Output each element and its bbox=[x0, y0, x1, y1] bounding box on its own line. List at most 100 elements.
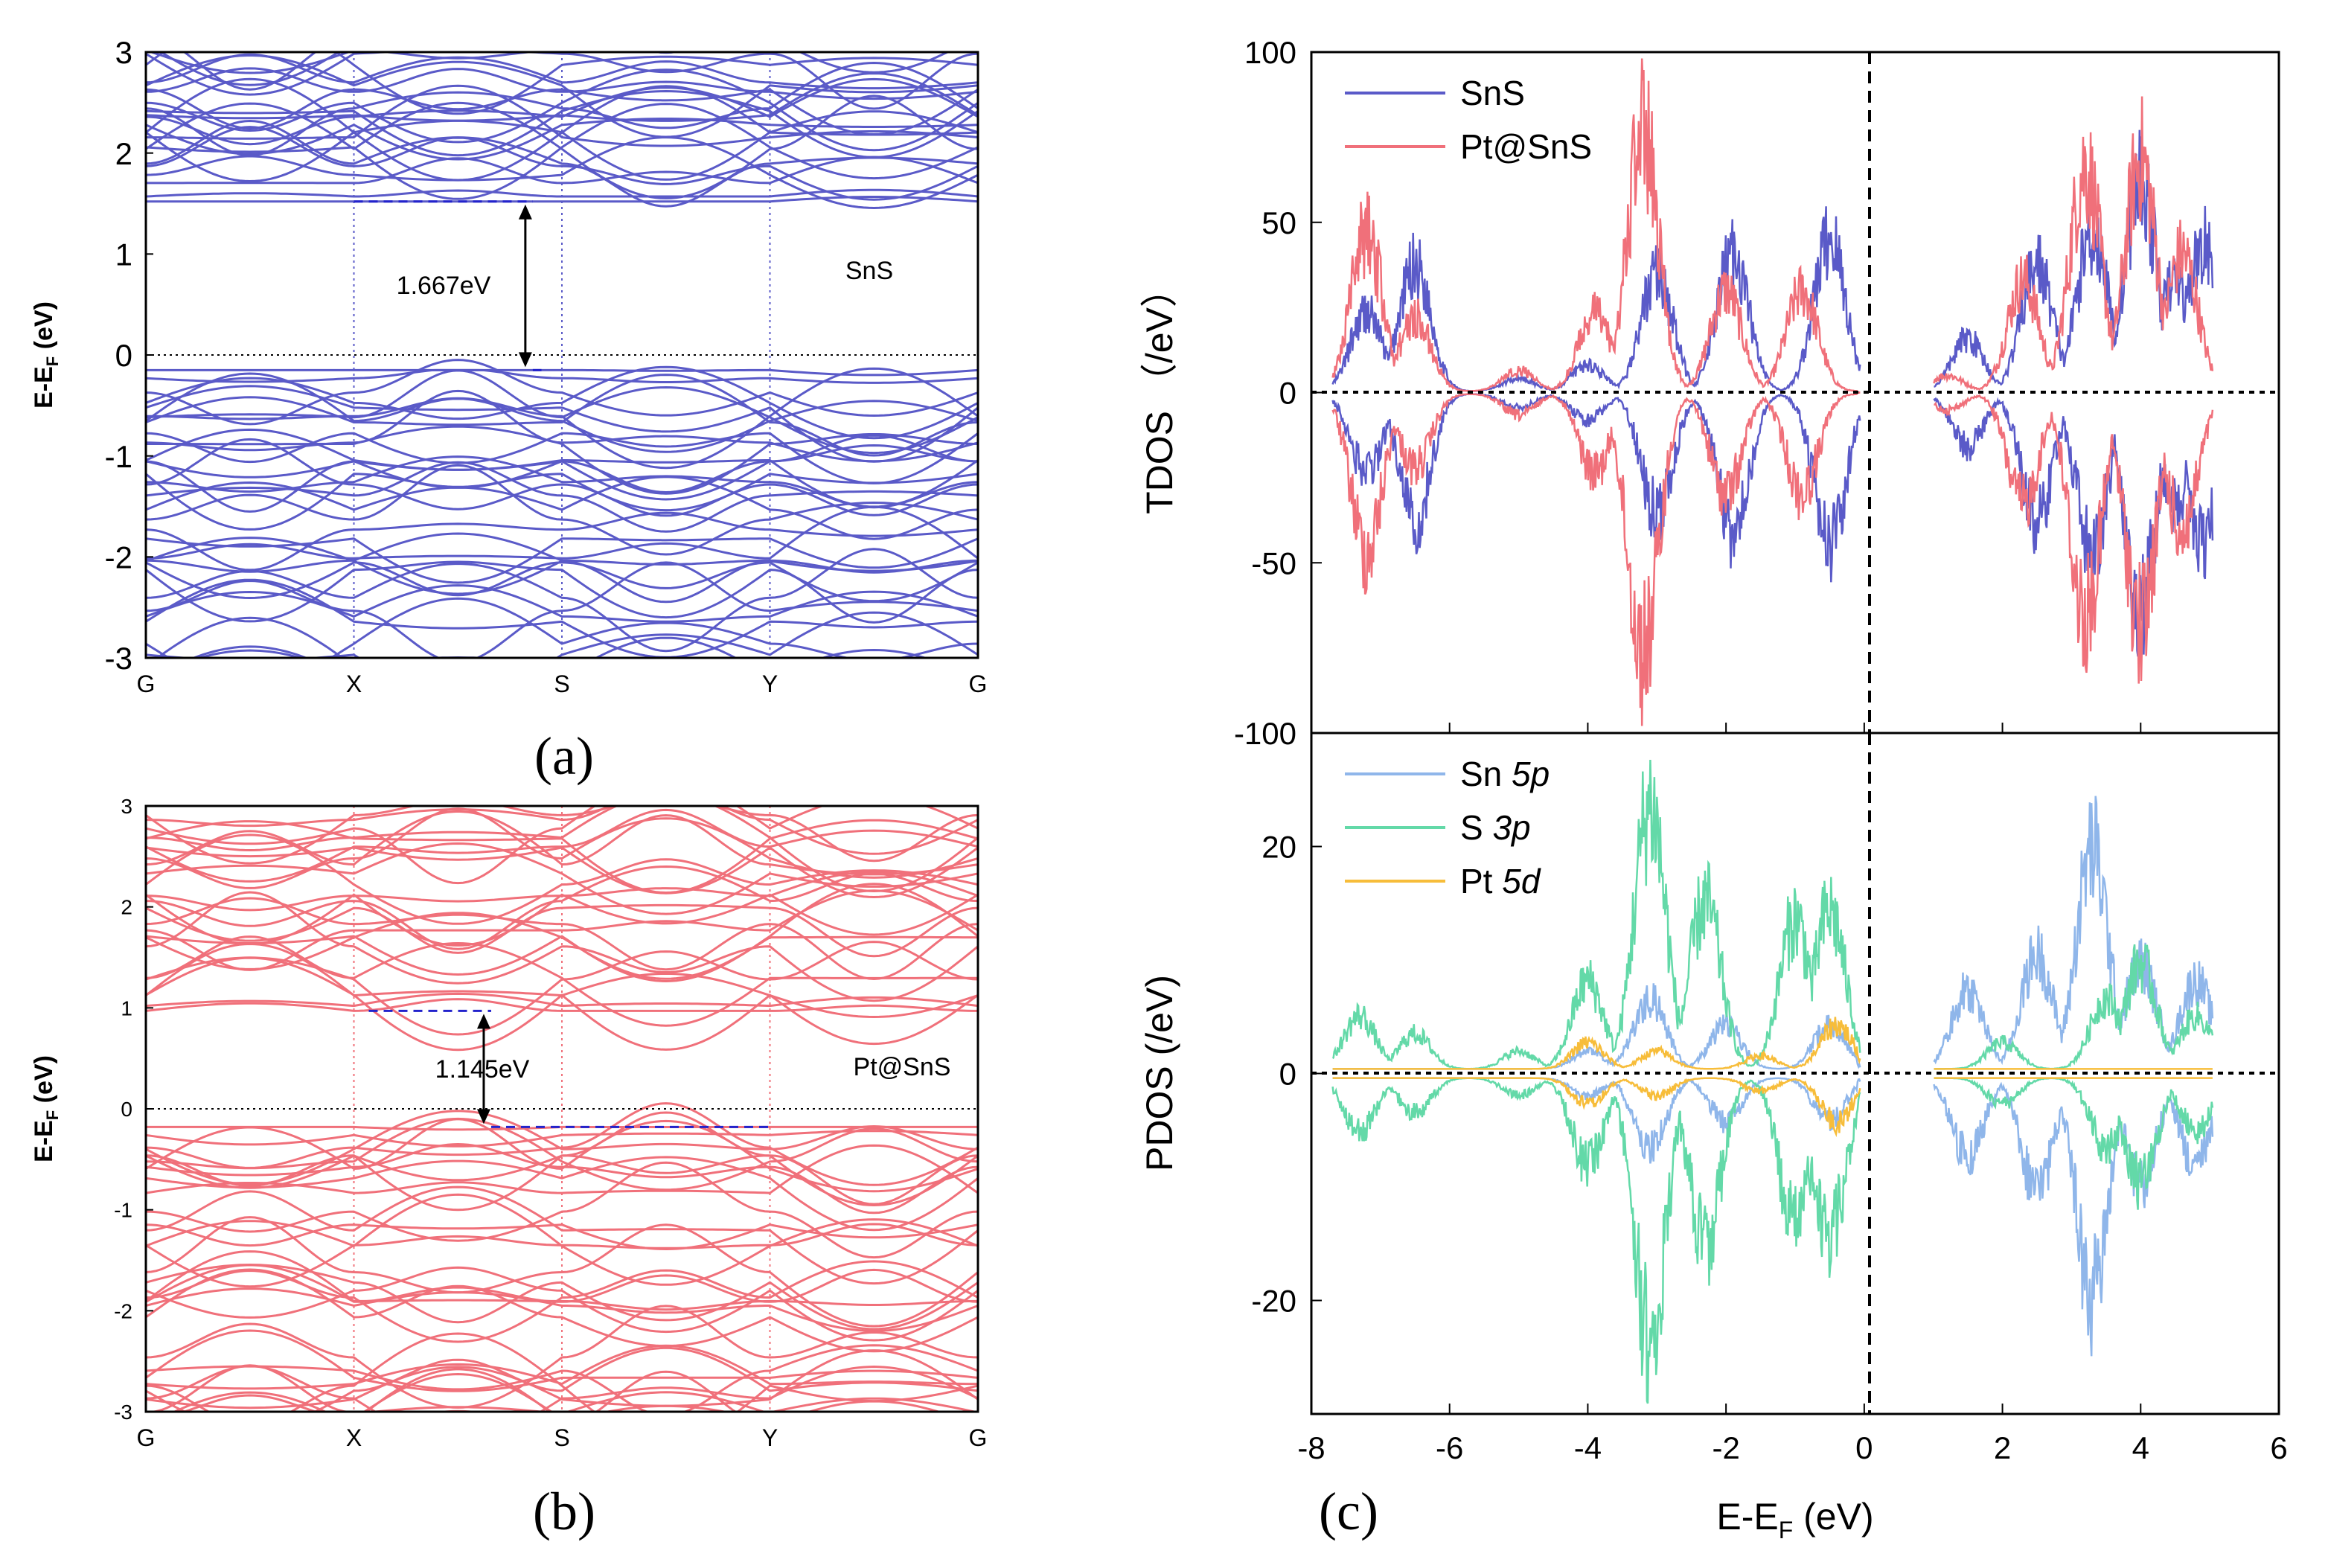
panel-label-a: (a) bbox=[534, 726, 594, 786]
band-curve bbox=[146, 1268, 978, 1353]
band-curve bbox=[146, 548, 978, 653]
legend-label: SnS bbox=[1460, 74, 1525, 112]
band-curve bbox=[159, 52, 341, 86]
y-tick-label: 3 bbox=[115, 35, 132, 70]
band-curve bbox=[146, 68, 978, 152]
material-label: Pt@SnS bbox=[854, 1053, 951, 1081]
band-curve bbox=[146, 1193, 978, 1286]
k-point-label: G bbox=[969, 1424, 988, 1451]
y-axis-label: E-EF (eV) bbox=[30, 1055, 62, 1162]
band-curve bbox=[146, 998, 978, 1012]
dos-curve bbox=[1331, 129, 2214, 392]
band-curve bbox=[146, 1344, 978, 1412]
dos-curve bbox=[1331, 759, 2214, 1070]
band-curve bbox=[146, 865, 978, 950]
band-curve bbox=[146, 1118, 978, 1193]
band-curve bbox=[146, 893, 978, 947]
y-tick-label: -3 bbox=[114, 1401, 132, 1424]
pt-sns-band-annotations bbox=[146, 806, 978, 1412]
band-curve bbox=[146, 584, 978, 623]
legend-label: Pt@SnS bbox=[1460, 127, 1592, 166]
band-curve bbox=[146, 156, 978, 185]
band-curve bbox=[146, 889, 978, 971]
x-tick-label: -4 bbox=[1574, 1430, 1602, 1465]
band-curve bbox=[146, 1305, 978, 1409]
y-axis-label: E-EF (eV) bbox=[30, 301, 62, 409]
panel-label-b: (b) bbox=[533, 1482, 595, 1541]
y-tick-label: 100 bbox=[1244, 35, 1296, 70]
band-curve bbox=[146, 806, 978, 885]
band-curve bbox=[146, 372, 978, 453]
band-curve bbox=[146, 578, 978, 658]
tdos-plot: -100 -50 0 50 100 SnS Pt@SnS TDOS （/eV） bbox=[1139, 35, 2280, 751]
y-tick-labels: -20 0 20 bbox=[1251, 830, 1322, 1319]
band-structure-pt-sns: -3 -2 -1 0 1 2 3 G X S Y G E-EF (eV) 1.145eV Pt@Sn… bbox=[30, 795, 988, 1541]
band-curve bbox=[146, 1364, 978, 1412]
band-curve bbox=[196, 636, 929, 658]
band-curve bbox=[146, 1287, 978, 1332]
x-tick-label: 6 bbox=[2270, 1430, 2287, 1465]
y-tick-label: 2 bbox=[115, 136, 132, 171]
gap-arrowhead-up bbox=[518, 204, 532, 220]
band-curve bbox=[146, 1260, 978, 1343]
k-point-label: Y bbox=[762, 671, 778, 697]
dos-curve bbox=[1331, 58, 2214, 394]
band-curve bbox=[191, 645, 310, 658]
dos-curve bbox=[1332, 1077, 2214, 1357]
band-curve bbox=[146, 808, 978, 883]
band-curve bbox=[146, 935, 978, 1027]
band-curve bbox=[146, 1117, 978, 1191]
band-curve bbox=[182, 52, 950, 91]
y-tick-labels: -100 -50 0 50 100 bbox=[1234, 35, 1322, 751]
x-axis-label: E-EF (eV) bbox=[1716, 1496, 1873, 1543]
k-point-label: Y bbox=[762, 1424, 778, 1451]
band-structure-sns: -3 -2 -1 0 1 2 3 G X S Y G E-EF (eV) 1.667eV SnS (… bbox=[30, 35, 988, 786]
x-tick-label: 2 bbox=[1994, 1430, 2011, 1465]
band-curve bbox=[146, 1266, 978, 1342]
band-curve bbox=[146, 1102, 978, 1186]
gap-arrowhead-down bbox=[476, 1109, 490, 1124]
band-curve bbox=[146, 992, 978, 1008]
pdos-curves bbox=[1331, 759, 2214, 1404]
band-curve bbox=[653, 52, 679, 54]
y-tick-label: -1 bbox=[114, 1199, 132, 1222]
band-curve bbox=[155, 616, 498, 658]
band-curve bbox=[146, 61, 978, 157]
k-point-label: S bbox=[554, 1424, 569, 1451]
y-tick-label: 3 bbox=[121, 795, 132, 818]
y-tick-label: -1 bbox=[105, 439, 132, 474]
y-tick-label: 0 bbox=[1279, 1057, 1296, 1092]
band-curve bbox=[172, 1391, 328, 1412]
band-curve bbox=[146, 1125, 978, 1131]
dos-curve bbox=[1332, 1077, 2213, 1138]
legend-label: Pt 5d bbox=[1460, 862, 1541, 900]
band-curve bbox=[146, 1332, 978, 1412]
dos-curve bbox=[1331, 1077, 2214, 1404]
y-tick-label: -2 bbox=[105, 540, 132, 575]
dos-curve bbox=[1332, 1017, 2213, 1070]
y-tick-label: 1 bbox=[115, 237, 132, 272]
y-tick-label: 0 bbox=[121, 1098, 132, 1121]
band-curve bbox=[180, 1372, 554, 1412]
material-label: SnS bbox=[845, 257, 893, 285]
x-tick-label: -2 bbox=[1712, 1430, 1739, 1465]
y-tick-label: 2 bbox=[121, 896, 132, 919]
sns-band-curves bbox=[146, 52, 978, 658]
y-tick-label: -50 bbox=[1251, 545, 1296, 580]
band-curve bbox=[146, 532, 978, 574]
band-curve bbox=[146, 807, 978, 889]
band-curve bbox=[146, 476, 978, 540]
band-curve bbox=[146, 434, 978, 513]
panel-label-c: (c) bbox=[1319, 1482, 1378, 1541]
k-point-label: X bbox=[346, 1424, 362, 1451]
band-curve bbox=[146, 1154, 978, 1212]
y-tick-label: 50 bbox=[1261, 205, 1296, 240]
gap-value-label: 1.145eV bbox=[435, 1055, 530, 1084]
band-curve bbox=[146, 537, 978, 584]
y-tick-labels: -3 -2 -1 0 1 2 3 bbox=[114, 795, 153, 1424]
y-tick-label: 20 bbox=[1261, 830, 1296, 865]
x-tick-labels: -8 -6 -4 -2 0 2 4 6 bbox=[1297, 723, 2288, 1465]
y-tick-label: -2 bbox=[114, 1299, 132, 1322]
